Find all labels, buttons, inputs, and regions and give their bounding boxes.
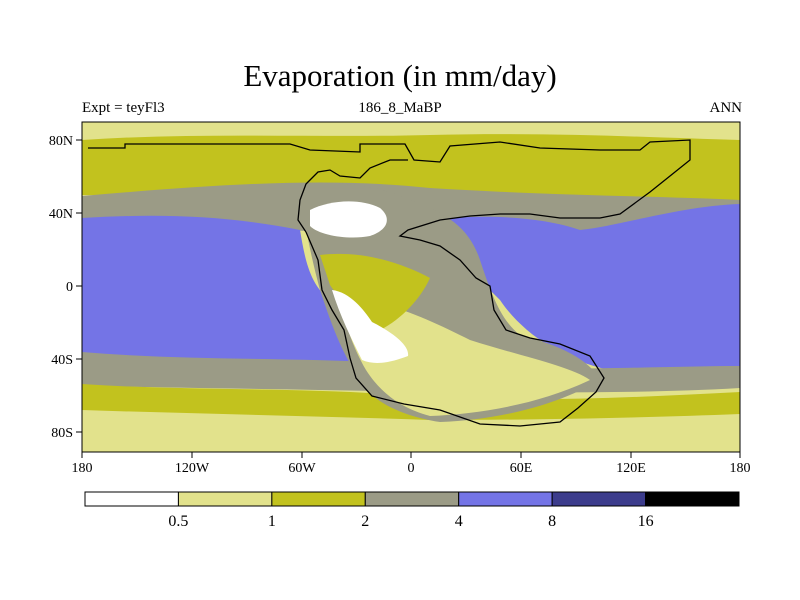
colorbar-level-label: 2 (361, 513, 369, 530)
continent-olive-tropics (320, 253, 430, 330)
season-label: ANN (709, 100, 743, 116)
experiment-label: Expt = teyFl3 (82, 100, 165, 116)
colorbar-level-label: 16 (638, 513, 654, 530)
coastline (88, 139, 691, 427)
colorbar-level-label: 8 (548, 513, 556, 530)
colorbar: 0.5 1 2 4 8 16 (84, 491, 740, 530)
colorbar-swatch (271, 491, 366, 507)
continent-pale-region (340, 299, 590, 416)
colorbar-swatch (458, 491, 553, 507)
x-tick-label: 0 (408, 461, 415, 476)
x-tick-label: 120E (616, 461, 646, 476)
colorbar-level-label: 1 (268, 513, 276, 530)
y-tick-label: 40S (51, 353, 73, 368)
x-tick-label: 60W (288, 461, 316, 476)
colorbar-level-label: 4 (455, 513, 463, 530)
x-tick-label: 60E (510, 461, 533, 476)
colorbar-swatch (177, 491, 273, 507)
x-tick-label: 180 (72, 461, 93, 476)
map-title: Evaporation (in mm/day) (243, 58, 557, 93)
colorbar-swatch (551, 491, 647, 507)
east-blue-ocean (430, 204, 740, 378)
colorbar-swatch (364, 491, 460, 507)
colorbar-level-label: 0.5 (168, 513, 188, 530)
colorbar-swatch (84, 491, 179, 507)
west-blue-ocean (82, 215, 360, 376)
white-region-north (310, 201, 387, 238)
y-tick-label: 80N (49, 134, 73, 149)
time-label: 186_8_MaBP (358, 100, 442, 116)
y-tick-label: 80S (51, 426, 73, 441)
white-region-south (332, 290, 409, 363)
colorbar-swatch (645, 491, 740, 507)
x-tick-label: 180 (730, 461, 751, 476)
y-tick-label: 40N (49, 207, 73, 222)
tick-marks (76, 139, 741, 458)
y-tick-label: 0 (66, 280, 73, 295)
map-fill-layer (82, 122, 740, 452)
x-tick-label: 120W (175, 461, 210, 476)
